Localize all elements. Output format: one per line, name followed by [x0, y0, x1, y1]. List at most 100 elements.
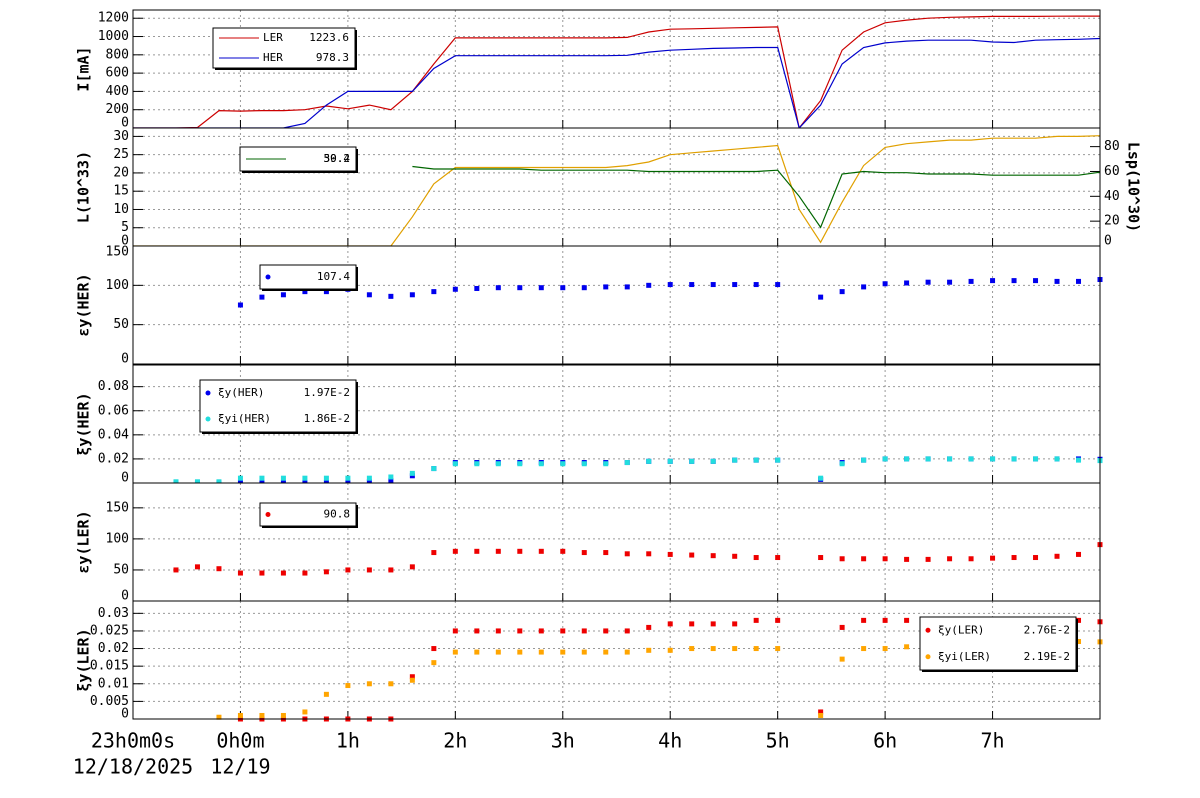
data-point	[409, 292, 415, 298]
panel-frame	[132, 600, 1101, 720]
y-tick-label: 10	[113, 202, 129, 217]
y-tick-label: 0	[121, 471, 129, 486]
data-point	[452, 548, 458, 554]
y2-tick-label: 80	[1104, 139, 1120, 154]
data-point	[431, 466, 437, 472]
data-point	[323, 569, 329, 575]
data-point	[345, 475, 351, 481]
data-point	[302, 570, 308, 576]
data-point	[1076, 278, 1082, 284]
panel-background	[133, 483, 1100, 601]
data-point	[775, 457, 781, 463]
data-point	[409, 564, 415, 570]
data-point	[818, 294, 824, 300]
data-point	[388, 478, 394, 484]
data-point	[603, 550, 609, 556]
legend-box	[919, 616, 1077, 671]
data-point	[560, 628, 566, 634]
y2-tick-label: 60	[1104, 164, 1120, 179]
data-point	[667, 551, 673, 557]
data-point	[818, 475, 824, 481]
data-point	[366, 475, 372, 481]
data-point	[882, 556, 888, 562]
data-point	[538, 461, 544, 467]
data-point	[753, 646, 759, 652]
data-point	[431, 646, 437, 652]
data-point	[560, 285, 566, 291]
data-point	[1033, 555, 1039, 561]
data-point	[775, 617, 781, 623]
legend-box	[199, 379, 357, 433]
legend-label: ξy(LER)	[938, 623, 984, 636]
data-point	[624, 551, 630, 557]
data-point	[925, 279, 931, 285]
data-point	[1076, 551, 1082, 557]
data-point	[904, 644, 910, 650]
data-point	[452, 461, 458, 467]
y-axis-label: εy(HER)	[75, 273, 93, 336]
data-point	[646, 624, 652, 630]
panel-background	[133, 246, 1100, 364]
data-point	[237, 302, 243, 308]
data-point	[366, 681, 372, 687]
data-point	[775, 646, 781, 652]
data-point	[495, 628, 501, 634]
y-tick-label: 0	[121, 116, 129, 131]
data-point	[538, 548, 544, 554]
data-point	[517, 548, 523, 554]
y-tick-label: 0	[121, 352, 129, 367]
data-point	[323, 691, 329, 697]
legend-swatch	[205, 390, 211, 396]
data-point	[259, 294, 265, 300]
data-point	[388, 474, 394, 480]
data-point	[904, 617, 910, 623]
data-point	[947, 556, 953, 562]
data-point	[452, 649, 458, 655]
data-point	[1076, 617, 1082, 623]
data-point	[280, 712, 286, 718]
data-point	[1033, 278, 1039, 284]
data-point	[732, 621, 738, 627]
y2-tick-label: 0	[1104, 234, 1112, 249]
data-point	[495, 548, 501, 554]
y-tick-label: 1200	[98, 11, 129, 26]
data-point	[689, 646, 695, 652]
x-tick-label: 2h	[443, 729, 467, 753]
legend-value: 1223.6	[309, 31, 349, 44]
y-tick-label: 100	[106, 278, 129, 293]
legend-box	[259, 502, 357, 527]
data-point	[495, 461, 501, 467]
y-tick-label: 0.04	[98, 427, 129, 442]
data-point	[452, 628, 458, 634]
y-tick-label: 800	[106, 47, 129, 62]
data-point	[710, 621, 716, 627]
data-point	[474, 461, 480, 467]
data-point	[517, 285, 523, 291]
y-tick-label: 5	[121, 220, 129, 235]
x-tick-label: 4h	[658, 729, 682, 753]
y-tick-label: 150	[106, 500, 129, 515]
data-point	[302, 475, 308, 481]
legend-swatch	[925, 627, 931, 633]
data-point	[603, 649, 609, 655]
y-tick-label: 0.08	[98, 379, 129, 394]
data-point	[882, 456, 888, 462]
data-point	[1054, 278, 1060, 284]
data-point	[259, 475, 265, 481]
data-point	[323, 289, 329, 295]
data-point	[409, 470, 415, 476]
data-point	[775, 282, 781, 288]
data-point	[646, 458, 652, 464]
data-point	[710, 282, 716, 288]
data-point	[990, 555, 996, 561]
data-point	[495, 285, 501, 291]
y-tick-label: 150	[106, 245, 129, 260]
data-point	[624, 284, 630, 290]
y-tick-label: 100	[106, 531, 129, 546]
y-tick-label: 0.02	[98, 451, 129, 466]
series-line	[412, 165, 1101, 229]
data-point	[947, 456, 953, 462]
x-tick-label: 3h	[551, 729, 575, 753]
data-point	[194, 479, 200, 485]
y-tick-label: 0.06	[98, 403, 129, 418]
